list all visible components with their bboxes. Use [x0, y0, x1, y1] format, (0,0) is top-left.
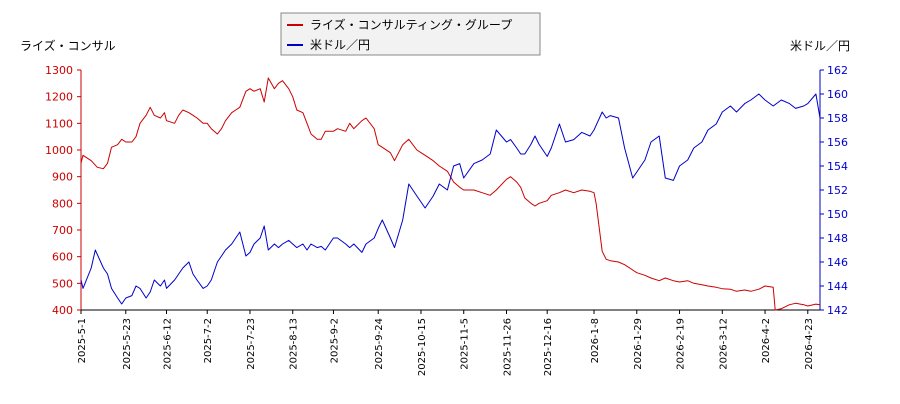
x-tick-label: 2025-11-5	[460, 318, 471, 370]
series-layer	[80, 77, 821, 311]
right-tick-label: 148	[827, 232, 848, 245]
left-tick-label: 600	[52, 251, 73, 264]
left-tick-label: 1100	[45, 117, 73, 130]
x-tick-label: 2026-3-12	[718, 318, 729, 370]
right-tick-label: 150	[827, 208, 848, 221]
right-tick-label: 146	[827, 256, 848, 269]
right-tick-label: 152	[827, 184, 848, 197]
right-tick-label: 142	[827, 304, 848, 317]
legend-label-1: 米ドル／円	[310, 38, 370, 52]
x-tick-label: 2025-12-16	[543, 318, 554, 376]
right-tick-label: 158	[827, 112, 848, 125]
x-tick-label: 2026-2-19	[676, 318, 687, 370]
right-tick-label: 162	[827, 64, 848, 77]
series-line-0	[80, 77, 821, 311]
x-tick-label: 2025-9-2	[329, 318, 340, 363]
x-tick-label: 2025-9-24	[374, 318, 385, 370]
x-tick-label: 2025-8-13	[289, 318, 300, 370]
legend-label-0: ライズ・コンサルティング・グループ	[310, 17, 512, 32]
x-tick-label: 2025-10-15	[417, 318, 428, 376]
x-tick-label: 2026-1-29	[633, 318, 644, 370]
left-tick-label: 900	[52, 171, 73, 184]
left-tick-label: 1200	[45, 91, 73, 104]
left-tick-label: 700	[52, 224, 73, 237]
left-tick-label: 1300	[45, 64, 73, 77]
right-tick-label: 154	[827, 160, 848, 173]
x-tick-label: 2025-5-1	[77, 318, 88, 363]
x-tick-label: 2025-6-12	[163, 318, 174, 370]
right-tick-label: 144	[827, 280, 848, 293]
left-tick-label: 800	[52, 197, 73, 210]
right-tick-label: 160	[827, 88, 848, 101]
right-tick-label: 156	[827, 136, 848, 149]
x-tick-label: 2025-11-26	[502, 318, 513, 376]
x-tick-label: 2025-5-23	[122, 318, 133, 370]
right-axis-label: 米ドル／円	[790, 39, 850, 53]
x-tick-label: 2026-1-8	[590, 318, 601, 363]
legend: ライズ・コンサルティング・グループ 米ドル／円	[280, 12, 541, 56]
x-tick-label: 2026-4-23	[804, 318, 815, 370]
left-tick-label: 500	[52, 277, 73, 290]
x-tick-label: 2025-7-23	[246, 318, 257, 370]
axes: 400 500 600 700 800 900 1000 1100 1200 1300 142 144…	[45, 64, 848, 376]
left-axis-label: ライズ・コンサル	[20, 38, 116, 53]
legend-box	[280, 12, 541, 56]
series-line-1	[80, 93, 821, 305]
x-tick-label: 2026-4-2	[761, 318, 772, 363]
x-tick-label: 2025-7-2	[203, 318, 214, 363]
left-tick-label: 400	[52, 304, 73, 317]
left-tick-label: 1000	[45, 144, 73, 157]
